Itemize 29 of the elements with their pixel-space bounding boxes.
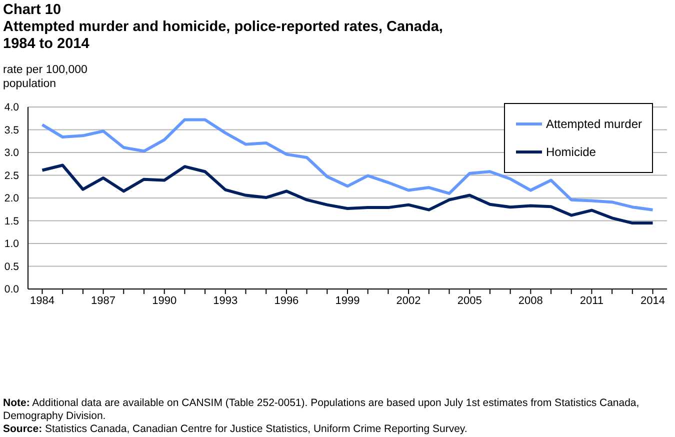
x-tick-label: 1990 [152,294,177,307]
legend-label: Homicide [546,145,596,159]
x-tick-label: 1987 [91,294,116,307]
y-tick-label: 0.5 [4,260,20,273]
x-tick-label: 1993 [213,294,238,307]
text: Note: Additional data are available on CANSIM (Table 252-0051). Populations are based upon July 1st estimates from Statistics Canada, Demography Division. [3,397,640,423]
x-tick-label: 2002 [396,294,421,307]
legend-label: Attempted murder [546,117,642,131]
x-tick-label: 1984 [30,294,54,307]
x-tick-label: 2008 [518,294,543,307]
y-tick-label: 3.0 [4,147,20,160]
y-tick-label: 2.0 [4,192,20,205]
x-tick-label: 2014 [640,294,665,307]
chart-title: Chart 10 [3,2,62,19]
chart-subtitle: Attempted murder and homicide, police-reported rates, Canada, 1984 to 2014 [3,19,444,53]
x-tick-label: 1999 [335,294,360,307]
line-series [40,118,654,212]
x-tick-label: 2005 [457,294,482,307]
y-tick-label: 1.0 [4,238,20,250]
x-tick-label: 1996 [274,294,299,307]
y-tick-label: 0.0 [4,284,20,296]
y-tick-label: 2.5 [4,170,20,182]
x-tick-label: 2011 [580,294,604,307]
y-tick-label: 1.5 [4,215,20,228]
y-axis-title: rate per 100,000 population [3,63,88,91]
source-note: Source: Statistics Canada, Canadian Centre for Justice Statistics, Uniform Crime Reporting Survey. [3,423,468,436]
y-tick-label: 3.5 [4,124,20,136]
y-tick-label: 4.0 [4,102,20,114]
line-series [40,164,654,225]
